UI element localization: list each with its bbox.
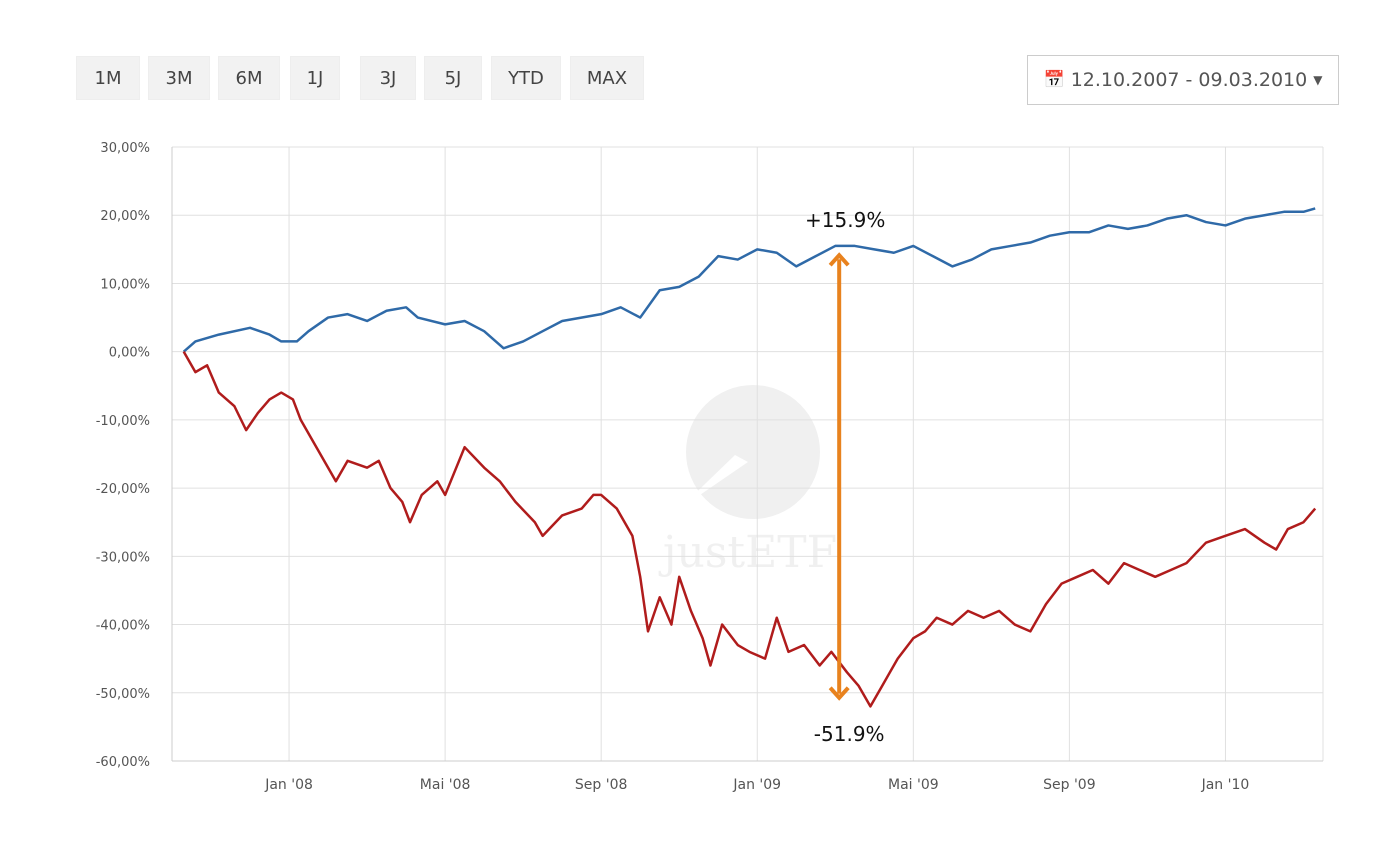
y-tick-label: 10,00%: [100, 277, 150, 292]
x-tick-label: Sep '08: [575, 777, 628, 793]
y-tick-label: 0,00%: [109, 346, 150, 361]
range-button-ytd[interactable]: YTD: [491, 56, 561, 100]
y-tick-label: -40,00%: [96, 619, 150, 634]
range-button-1j[interactable]: 1J: [290, 56, 340, 100]
watermark-arrow: [678, 455, 748, 510]
series-line-red: [182, 351, 1317, 708]
y-tick-label: -30,00%: [96, 550, 150, 565]
y-tick-label: -50,00%: [96, 687, 150, 702]
date-range-text: 12.10.2007 - 09.03.2010: [1070, 69, 1308, 91]
y-tick-label: 30,00%: [100, 141, 150, 156]
annotation-bottom-label: -51.9%: [814, 722, 885, 746]
caret-down-icon: ▼: [1313, 73, 1323, 87]
x-tick-label: Jan '08: [264, 777, 313, 793]
range-button-6m[interactable]: 6M: [218, 56, 280, 100]
range-button-5j[interactable]: 5J: [424, 56, 482, 100]
y-tick-label: 20,00%: [100, 209, 150, 224]
x-tick-label: Jan '10: [1201, 777, 1250, 793]
annotation-top-label: +15.9%: [805, 208, 885, 232]
range-button-3m[interactable]: 3M: [148, 56, 210, 100]
arrow-head-down: [828, 686, 850, 701]
x-tick-label: Sep '09: [1043, 777, 1096, 793]
watermark-logo: [686, 385, 820, 519]
range-button-1m[interactable]: 1M: [76, 56, 140, 100]
range-button-3j[interactable]: 3J: [360, 56, 416, 100]
y-tick-label: -20,00%: [96, 482, 150, 497]
y-tick-label: -60,00%: [96, 755, 150, 770]
arrow-head-up: [828, 252, 850, 267]
range-button-max[interactable]: MAX: [570, 56, 644, 100]
x-tick-label: Mai '08: [420, 777, 471, 793]
date-range-picker[interactable]: 📅 12.10.2007 - 09.03.2010 ▼: [1027, 55, 1339, 105]
x-tick-label: Jan '09: [732, 777, 781, 793]
calendar-icon: 📅: [1043, 70, 1065, 90]
y-tick-label: -10,00%: [96, 414, 150, 429]
x-tick-label: Mai '09: [888, 777, 939, 793]
watermark-text: justETF: [658, 527, 837, 578]
series-line-blue: [182, 207, 1316, 353]
